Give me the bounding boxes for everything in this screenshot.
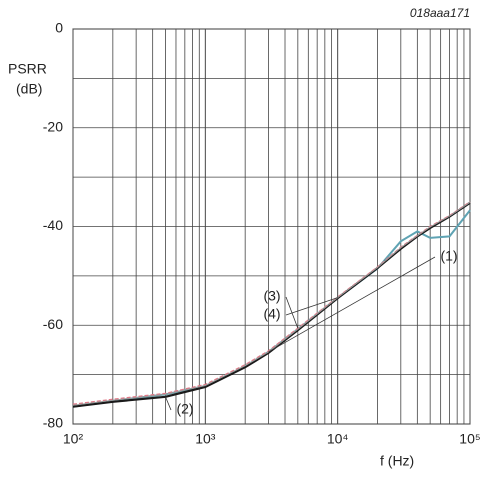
leader-line <box>285 297 338 316</box>
y-tick-label: -40 <box>43 217 63 233</box>
y-axis-label: PSRR <box>8 61 47 77</box>
series-line <box>72 201 471 408</box>
x-tick-label: 10³ <box>195 431 216 447</box>
series-label: (2) <box>176 401 193 417</box>
x-tick-label: 10⁵ <box>459 431 480 447</box>
series-label: (4) <box>263 306 280 322</box>
series-label: (3) <box>263 288 280 304</box>
y-tick-label: -60 <box>43 316 63 332</box>
leader-line <box>165 396 172 411</box>
series-line <box>72 201 471 405</box>
y-tick-label: -80 <box>43 415 63 431</box>
x-tick-label: 10⁴ <box>327 431 349 447</box>
series-label: (1) <box>440 248 457 264</box>
y-tick-label: 0 <box>55 20 63 36</box>
x-tick-label: 10² <box>63 431 84 447</box>
series-line <box>72 201 471 406</box>
x-axis-label: f (Hz) <box>380 453 414 469</box>
y-axis-label: (dB) <box>16 81 42 97</box>
leader-line <box>268 256 436 353</box>
chart-code: 018aaa171 <box>410 6 470 20</box>
y-tick-label: -20 <box>43 118 63 134</box>
